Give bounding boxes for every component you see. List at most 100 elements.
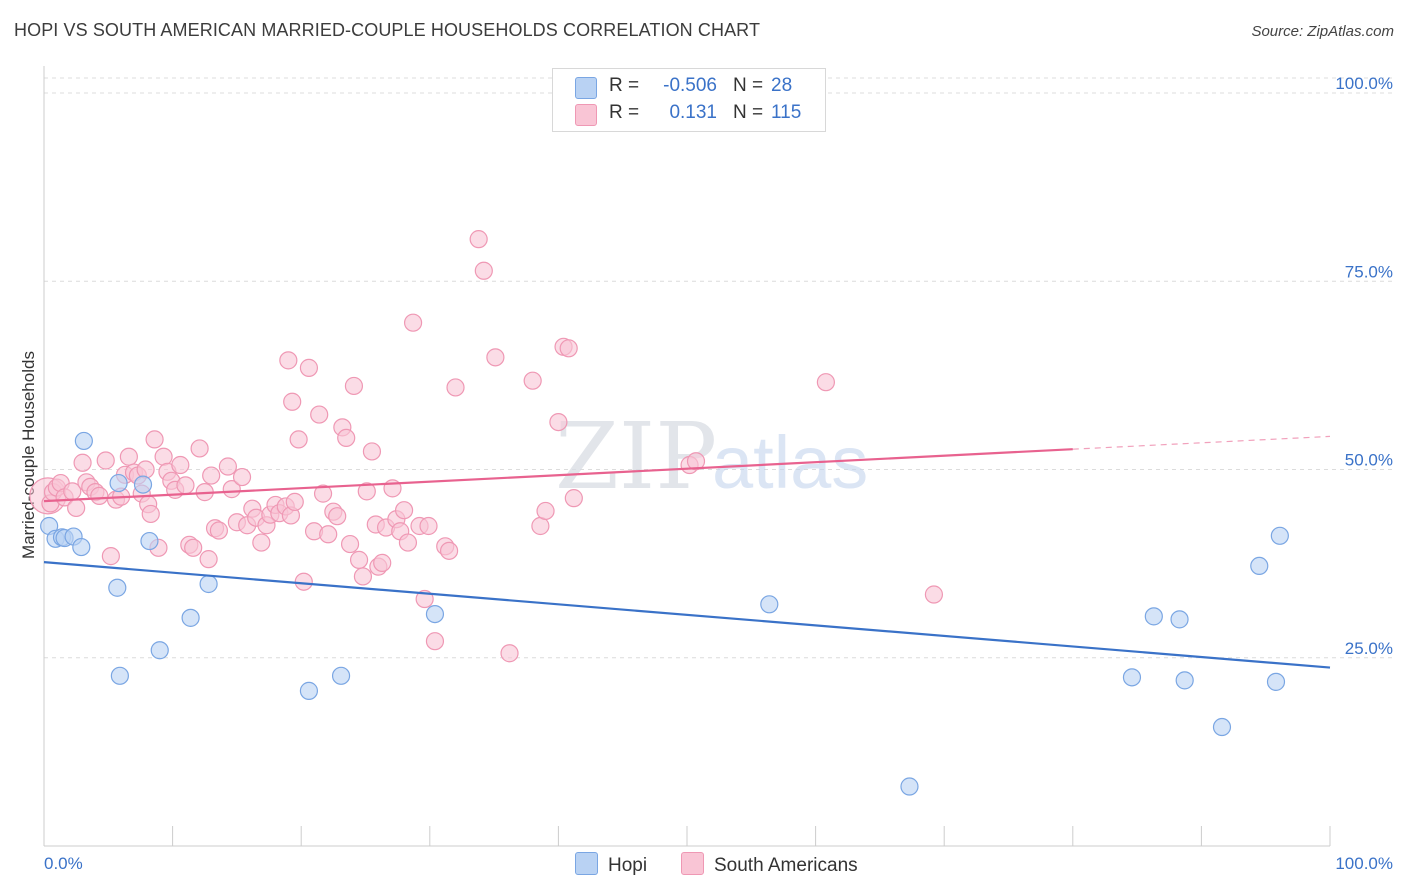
south-americans-point: [500, 644, 519, 663]
y-tick-label: 75.0%: [1345, 262, 1393, 281]
south-americans-trend-line: [43, 448, 1073, 503]
south-americans-point: [319, 525, 338, 544]
south-americans-point: [101, 547, 120, 566]
south-americans-point: [202, 466, 221, 485]
hopi-point: [1122, 668, 1142, 687]
south-americans-point: [353, 567, 373, 586]
south-americans-point: [119, 447, 138, 466]
south-americans-point: [96, 451, 115, 470]
r-value: 0.131: [669, 102, 717, 123]
y-tick-label: 50.0%: [1345, 451, 1393, 470]
hopi-legend-label: Hopi: [608, 855, 648, 876]
x-tick-label: 0.0%: [44, 854, 83, 873]
south-americans-point: [425, 632, 445, 651]
south-americans-trend-extension: [1072, 435, 1331, 450]
south-americans-point: [199, 550, 218, 569]
south-americans-swatch: [575, 104, 597, 126]
x-tick-label: 100.0%: [1335, 854, 1393, 873]
bottom-legend-south-americans: South Americans: [681, 852, 858, 877]
south-americans-point: [313, 484, 333, 503]
hopi-point: [150, 641, 169, 660]
trend-lines: [43, 435, 1331, 669]
south-americans-point: [816, 373, 835, 392]
source-label: Source: ZipAtlas.com: [1251, 23, 1394, 40]
south-americans-point: [73, 453, 92, 472]
n-value: 28: [771, 75, 793, 96]
hopi-point: [72, 537, 91, 557]
south-americans-point: [279, 351, 298, 370]
south-americans-point: [218, 457, 237, 476]
hopi-point: [1266, 672, 1286, 691]
hopi-point: [331, 666, 351, 685]
r-value: -0.506: [663, 75, 717, 96]
south-americans-point: [171, 455, 190, 475]
south-americans-point: [90, 486, 109, 505]
bottom-legend-hopi: Hopi: [575, 852, 647, 877]
chart-title: HOPI VS SOUTH AMERICAN MARRIED-COUPLE HO…: [14, 20, 761, 40]
south-americans-point: [357, 482, 376, 501]
south-americans-point: [285, 492, 304, 512]
hopi-trend-line: [43, 561, 1331, 669]
south-americans-point: [252, 533, 271, 552]
hopi-point: [74, 431, 93, 451]
hopi-point: [1250, 556, 1269, 576]
hopi-point: [109, 473, 128, 493]
south-americans-point: [289, 430, 308, 449]
hopi-point: [425, 604, 445, 624]
tick-labels: 25.0% 50.0% 75.0% 100.0% 0.0% 100.0%: [44, 74, 1393, 873]
grid-lines: [44, 77, 1392, 659]
south-americans-point: [924, 585, 944, 604]
n-value: 115: [771, 102, 802, 123]
hopi-point: [1270, 526, 1289, 545]
south-americans-point: [398, 533, 418, 552]
south-americans-point: [531, 516, 550, 536]
hopi-point: [199, 574, 218, 594]
south-americans-point: [446, 378, 465, 397]
south-americans-point: [523, 371, 542, 390]
south-americans-point: [283, 392, 302, 411]
south-americans-point: [154, 447, 173, 466]
south-americans-point: [536, 501, 555, 521]
south-americans-point: [310, 405, 329, 424]
hopi-point: [181, 608, 200, 627]
south-americans-point: [299, 358, 319, 377]
south-americans-legend-label: South Americans: [714, 855, 858, 876]
hopi-point: [760, 595, 779, 614]
hopi-points: [40, 431, 1289, 796]
axes: [43, 66, 1331, 847]
r-label: R =: [609, 75, 640, 96]
south-americans-point: [549, 412, 568, 432]
south-americans-point: [328, 507, 347, 526]
south-americans-point: [474, 261, 493, 280]
y-tick-label: 25.0%: [1345, 639, 1393, 658]
south-americans-point: [362, 442, 382, 461]
south-americans-point: [141, 504, 160, 524]
n-label: N =: [733, 75, 764, 96]
south-americans-point: [184, 538, 203, 557]
stats-legend: R = -0.506 N = 28 R = 0.131 N = 115: [552, 68, 826, 132]
south-americans-point: [403, 313, 423, 332]
south-americans-point: [486, 348, 505, 367]
r-label: R =: [609, 102, 640, 123]
south-americans-point: [373, 553, 392, 572]
south-americans-point: [232, 467, 252, 487]
south-americans-legend-swatch: [681, 852, 704, 875]
n-label: N =: [733, 102, 764, 123]
south-americans-point: [176, 476, 195, 495]
south-americans-point: [344, 376, 364, 396]
hopi-point: [108, 578, 127, 597]
south-americans-point: [439, 541, 459, 560]
south-americans-point: [340, 534, 360, 554]
south-americans-point: [394, 501, 414, 520]
south-americans-points: [29, 230, 944, 663]
south-americans-point: [686, 452, 706, 471]
hopi-point: [1212, 717, 1232, 737]
hopi-swatch: [575, 77, 597, 99]
hopi-point: [140, 531, 159, 551]
south-americans-point: [294, 572, 313, 591]
hopi-point: [1175, 671, 1194, 690]
hopi-point: [900, 777, 919, 796]
south-americans-point: [136, 460, 155, 479]
south-americans-point: [419, 516, 438, 536]
